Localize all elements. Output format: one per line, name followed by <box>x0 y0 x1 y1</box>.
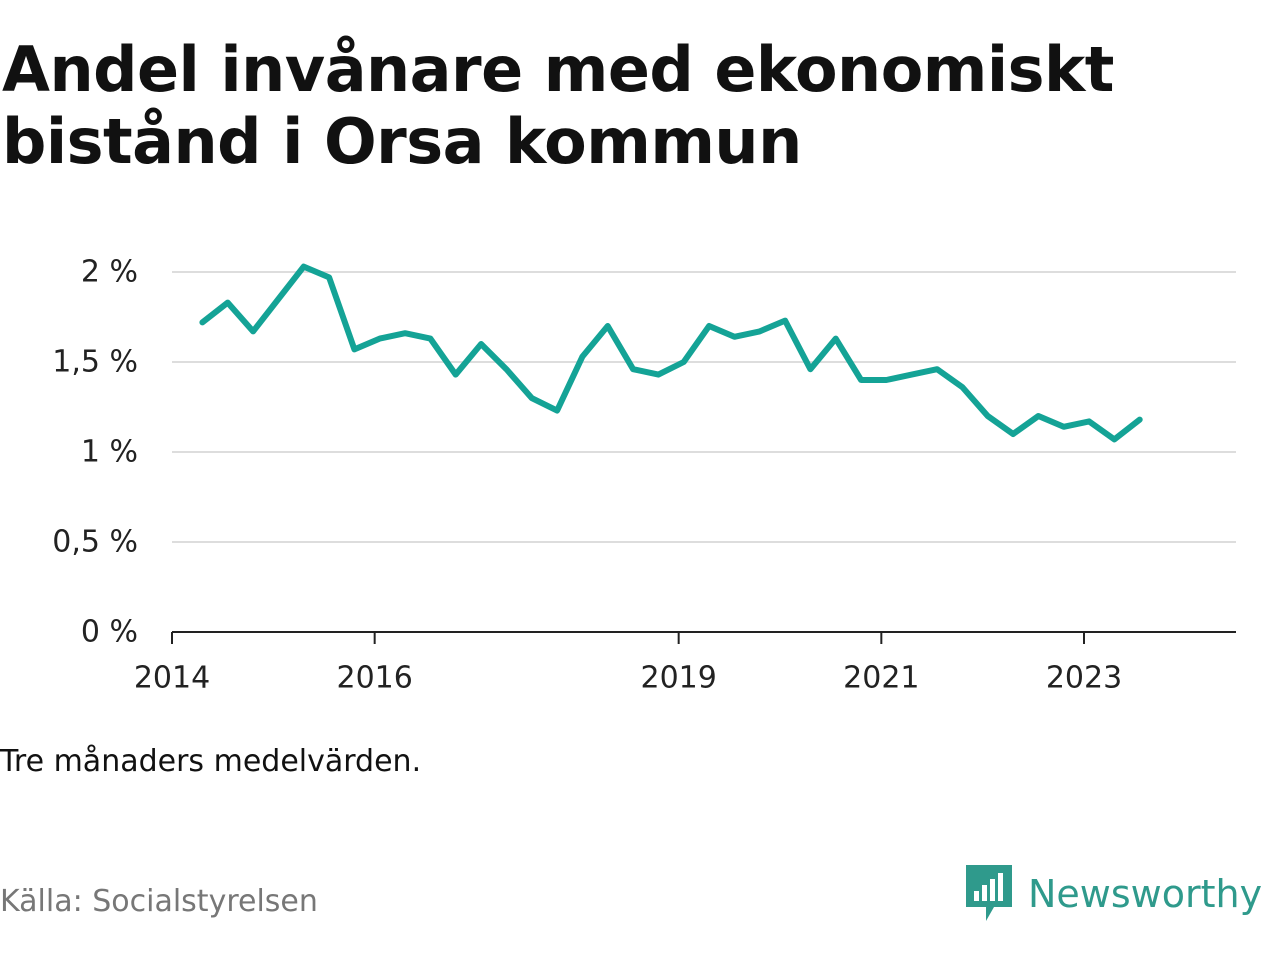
y-tick-label-0: 0 % <box>81 615 138 650</box>
x-tick-label-4: 2023 <box>1046 661 1122 696</box>
x-tick-label-2: 2019 <box>640 661 716 696</box>
y-tick-label-2: 1 % <box>81 435 138 470</box>
chart-title-line-1: Andel invånare med ekonomiskt <box>2 33 1114 106</box>
x-tick-label-0: 2014 <box>134 661 210 696</box>
y-axis-labels: 0 % 0,5 % 1 % 1,5 % 2 % <box>52 255 138 650</box>
grid-lines <box>172 271 1236 543</box>
source-credit: Källa: Socialstyrelsen <box>0 884 318 919</box>
x-axis: 2014 2016 2019 2021 2023 <box>134 631 1236 696</box>
y-tick-label-1: 0,5 % <box>52 525 138 560</box>
series-line-0 <box>199 263 1143 443</box>
brand-name: Newsworthy <box>1028 872 1263 916</box>
x-tick-label-3: 2021 <box>843 661 919 696</box>
chart-note: Tre månaders medelvärden. <box>0 744 422 779</box>
y-tick-label-3: 1,5 % <box>52 345 138 380</box>
y-tick-label-4: 2 % <box>81 255 138 290</box>
series-layer <box>199 263 1143 443</box>
brand-logo: Newsworthy <box>964 862 1262 926</box>
line-chart: 0 % 0,5 % 1 % 1,5 % 2 % 2014 2016 2019 2021 2023 <box>52 255 1236 696</box>
x-tick-label-1: 2016 <box>336 661 412 696</box>
chart-title: Andel invånare med ekonomiskt bistånd i O… <box>2 34 1242 178</box>
chart-title-line-2: bistånd i Orsa kommun <box>2 105 802 178</box>
newsworthy-logo-icon <box>966 865 1012 921</box>
